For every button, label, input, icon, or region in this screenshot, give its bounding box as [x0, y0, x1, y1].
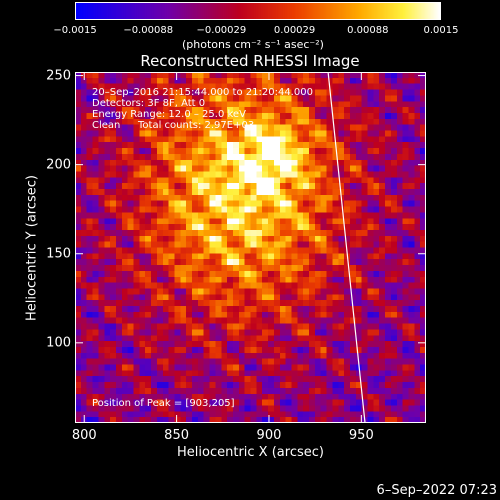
- y-tick-label: 250: [46, 68, 71, 84]
- colorbar-units: (photons cm⁻² s⁻¹ asec⁻²): [182, 38, 324, 51]
- colorbar-tick-label: −0.00029: [196, 25, 247, 36]
- colorbar-tick-label: 0.00088: [347, 25, 389, 36]
- x-tick-label: 950: [348, 428, 374, 443]
- energy-range-text: Energy Range: 12.0 – 25.0 keV: [92, 109, 246, 120]
- x-tick-label: 850: [164, 428, 190, 443]
- clean-label-text: Clean: [92, 120, 121, 131]
- y-tick-label: 150: [46, 246, 71, 262]
- total-counts-text: Total counts: 2.97E+03: [138, 120, 255, 131]
- y-axis-label: Heliocentric Y (arcsec): [24, 175, 40, 321]
- solar-limb-line: [327, 72, 366, 423]
- heatmap-image: [75, 72, 426, 423]
- y-tick-label: 100: [46, 335, 71, 351]
- x-axis-label: Heliocentric X (arcsec): [177, 445, 324, 460]
- chart-title: Reconstructed RHESSI Image: [140, 52, 360, 70]
- colorbar-tick-label: 0.00029: [273, 25, 316, 36]
- plot-area: 20–Sep–2016 21:15:44.000 to 21:20:44.000…: [75, 72, 426, 423]
- plot-frame: [75, 72, 426, 423]
- x-tick-label: 800: [71, 428, 97, 443]
- plot-border: [75, 72, 426, 423]
- peak-position-text: Position of Peak = [903,205]: [92, 398, 235, 409]
- colorbar-tick-label: 0.0015: [423, 25, 459, 36]
- y-tick-label: 200: [46, 157, 71, 173]
- footer-date: 6–Sep–2022 07:23: [376, 483, 497, 498]
- colorbar: [75, 2, 441, 20]
- time-range-text: 20–Sep–2016 21:15:44.000 to 21:20:44.000: [92, 87, 313, 98]
- x-tick-label: 900: [256, 428, 282, 443]
- colorbar-tick-label: −0.0015: [53, 25, 97, 36]
- colorbar-tick-label: −0.00088: [123, 25, 174, 36]
- detectors-text: Detectors: 3F 8F, Att 0: [92, 98, 206, 109]
